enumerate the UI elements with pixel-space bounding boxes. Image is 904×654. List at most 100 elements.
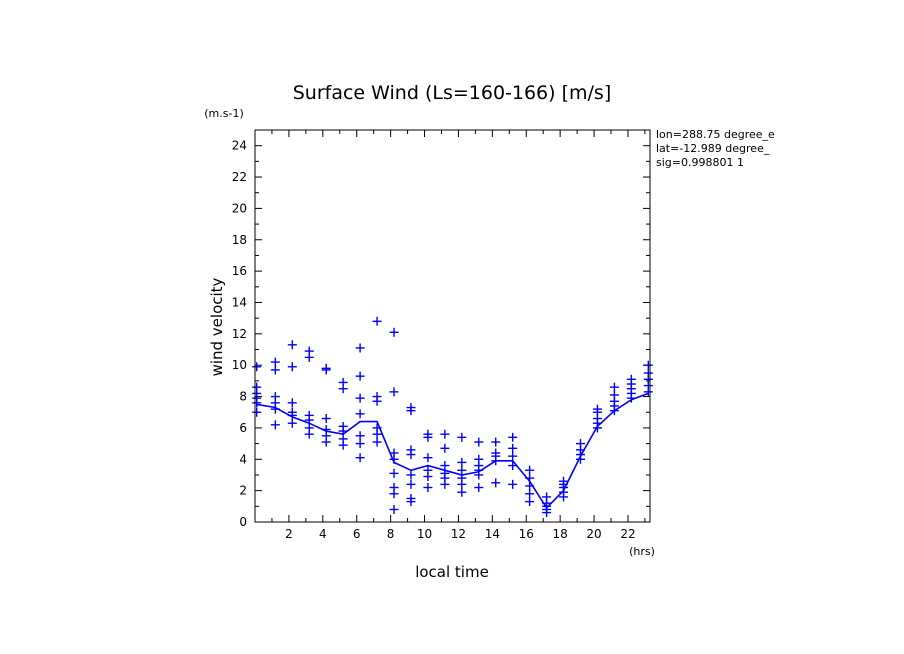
data-point bbox=[525, 497, 535, 507]
data-point bbox=[457, 473, 467, 483]
y-tick-label: 16 bbox=[232, 264, 247, 278]
y-tick-label: 10 bbox=[232, 358, 247, 372]
data-point bbox=[338, 377, 348, 387]
data-point bbox=[338, 421, 348, 431]
data-point bbox=[355, 393, 365, 403]
x-tick-label: 20 bbox=[586, 527, 601, 541]
data-point bbox=[457, 465, 467, 475]
x-tick-label: 4 bbox=[319, 527, 327, 541]
data-point bbox=[287, 362, 297, 372]
data-point bbox=[491, 448, 501, 458]
data-point bbox=[525, 465, 535, 475]
data-point bbox=[355, 453, 365, 463]
data-point bbox=[609, 382, 619, 392]
data-point bbox=[643, 368, 653, 378]
data-point bbox=[389, 483, 399, 493]
y-tick-label: 0 bbox=[239, 515, 247, 529]
y-tick-label: 12 bbox=[232, 327, 247, 341]
info-lat: lat=-12.989 degree_ bbox=[656, 142, 770, 155]
info-lon: lon=288.75 degree_e bbox=[656, 128, 775, 141]
data-point bbox=[355, 431, 365, 441]
data-point bbox=[474, 454, 484, 464]
data-point bbox=[592, 404, 602, 414]
y-tick-label: 2 bbox=[239, 484, 247, 498]
x-tick-label: 12 bbox=[451, 527, 466, 541]
data-point bbox=[270, 392, 280, 402]
data-point bbox=[508, 443, 518, 453]
data-point bbox=[474, 483, 484, 493]
data-point bbox=[508, 461, 518, 471]
data-point bbox=[508, 451, 518, 461]
data-point bbox=[287, 398, 297, 408]
y-tick-label: 24 bbox=[232, 139, 247, 153]
data-point bbox=[491, 437, 501, 447]
data-point bbox=[457, 432, 467, 442]
data-point bbox=[389, 504, 399, 514]
data-point bbox=[389, 387, 399, 397]
x-tick-label: 8 bbox=[387, 527, 395, 541]
y-tick-label: 20 bbox=[232, 201, 247, 215]
x-tick-label: 16 bbox=[519, 527, 534, 541]
x-tick-label: 14 bbox=[485, 527, 500, 541]
data-point bbox=[474, 437, 484, 447]
data-point bbox=[304, 346, 314, 356]
data-point bbox=[252, 382, 262, 392]
y-axis-label: wind velocity bbox=[208, 277, 226, 376]
data-point bbox=[355, 409, 365, 419]
data-point bbox=[355, 343, 365, 353]
data-point bbox=[270, 420, 280, 430]
data-point bbox=[304, 410, 314, 420]
data-point bbox=[440, 429, 450, 439]
x-unit-label: (hrs) bbox=[629, 545, 655, 558]
y-tick-label: 4 bbox=[239, 452, 247, 466]
data-point bbox=[287, 340, 297, 350]
data-point bbox=[457, 457, 467, 467]
data-point bbox=[321, 424, 331, 434]
y-tick-label: 14 bbox=[232, 295, 247, 309]
data-point bbox=[406, 403, 416, 413]
data-point bbox=[406, 479, 416, 489]
data-point bbox=[559, 476, 569, 486]
data-point bbox=[287, 418, 297, 428]
mean-line bbox=[256, 392, 649, 510]
data-point bbox=[372, 316, 382, 326]
data-point bbox=[525, 489, 535, 499]
data-point bbox=[508, 432, 518, 442]
data-point bbox=[406, 470, 416, 480]
x-tick-label: 22 bbox=[620, 527, 635, 541]
data-point bbox=[270, 365, 280, 375]
data-point bbox=[389, 327, 399, 337]
data-point bbox=[575, 439, 585, 449]
info-clip bbox=[780, 126, 904, 172]
data-point bbox=[321, 414, 331, 424]
data-point bbox=[508, 479, 518, 489]
y-unit-label: (m.s-1) bbox=[204, 107, 244, 120]
chart-title: Surface Wind (Ls=160-166) [m/s] bbox=[293, 82, 612, 104]
data-point bbox=[355, 439, 365, 449]
x-axis-label: local time bbox=[415, 563, 489, 581]
data-point bbox=[372, 437, 382, 447]
data-point bbox=[406, 493, 416, 503]
data-point bbox=[304, 423, 314, 433]
coordinate-info: lon=288.75 degree_e lat=-12.989 degree_ … bbox=[656, 128, 775, 169]
data-point bbox=[389, 468, 399, 478]
data-point bbox=[626, 374, 636, 384]
data-point bbox=[440, 443, 450, 453]
data-point bbox=[643, 360, 653, 370]
data-point bbox=[338, 434, 348, 444]
data-point bbox=[525, 473, 535, 483]
data-point bbox=[389, 448, 399, 458]
data-point bbox=[440, 461, 450, 471]
data-point bbox=[491, 478, 501, 488]
data-point bbox=[252, 407, 262, 417]
y-tick-label: 8 bbox=[239, 390, 247, 404]
data-layer bbox=[252, 316, 653, 518]
data-point bbox=[372, 423, 382, 433]
data-point bbox=[270, 357, 280, 367]
data-point bbox=[355, 371, 365, 381]
x-tick-label: 2 bbox=[285, 527, 293, 541]
data-point bbox=[423, 453, 433, 463]
data-point bbox=[423, 465, 433, 475]
data-point bbox=[406, 445, 416, 455]
